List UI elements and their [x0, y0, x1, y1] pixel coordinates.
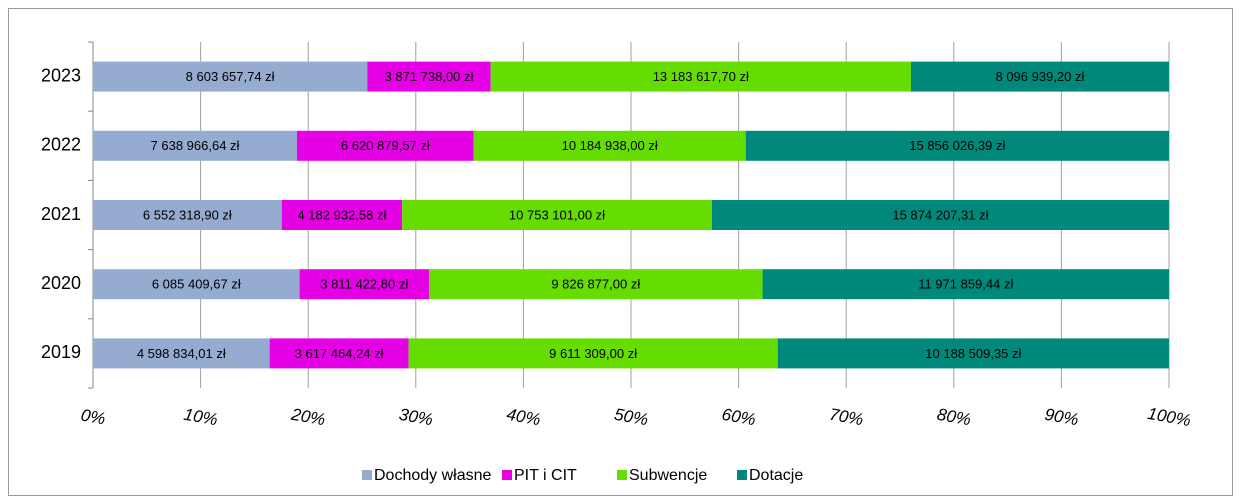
- bar-segment: [910, 61, 1169, 92]
- bar-segment: [281, 200, 403, 230]
- bar-segment: [299, 269, 429, 300]
- data-label: 10 753 101,00 zł: [509, 207, 605, 222]
- data-label: 6 085 409,67 zł: [152, 277, 241, 292]
- legend-swatch: [502, 470, 512, 480]
- bar-segment: [93, 61, 368, 92]
- bar-segment: [745, 130, 1169, 161]
- data-label: 15 874 207,31 zł: [892, 207, 988, 222]
- data-label: 13 183 617,70 zł: [653, 69, 749, 84]
- y-tick-label: 2019: [41, 342, 81, 362]
- data-label: 4 598 834,01 zł: [137, 346, 226, 361]
- x-tick-label: 0%: [79, 406, 107, 429]
- y-tick-label: 2020: [41, 273, 81, 293]
- legend-label: Subwencje: [629, 467, 707, 484]
- data-label: 10 184 938,00 zł: [562, 138, 658, 153]
- bar-segment: [296, 130, 474, 161]
- data-label: 3 871 738,00 zł: [385, 69, 474, 84]
- bar-segment: [777, 338, 1169, 369]
- bar-segment: [93, 338, 270, 369]
- bar-segment: [367, 61, 491, 92]
- data-label: 6 620 879,57 zł: [341, 138, 430, 153]
- data-label: 9 611 309,00 zł: [549, 346, 637, 361]
- data-label: 6 552 318,90 zł: [143, 207, 232, 222]
- bar-segment: [93, 200, 282, 230]
- data-label: 10 188 509,35 zł: [925, 346, 1021, 361]
- bar-segment: [93, 130, 297, 161]
- data-label: 3 811 422,80 zł: [320, 277, 408, 292]
- bar-segment: [269, 338, 409, 369]
- y-tick-label: 2022: [41, 135, 81, 155]
- bar-segment: [428, 269, 763, 300]
- bar-segment: [711, 200, 1169, 230]
- bar-segment: [762, 269, 1169, 300]
- legend-label: Dochody własne: [374, 467, 492, 484]
- data-label: 4 182 932,58 zł: [297, 207, 386, 222]
- legend-swatch: [617, 470, 627, 480]
- bar-segment: [402, 200, 712, 230]
- bar-segment: [473, 130, 746, 161]
- legend-swatch: [737, 470, 747, 480]
- legend-label: PIT i CIT: [514, 467, 577, 484]
- bar-segment: [408, 338, 778, 369]
- bar-segment: [490, 61, 911, 92]
- data-label: 7 638 966,64 zł: [151, 138, 240, 153]
- data-label: 8 603 657,74 zł: [186, 69, 275, 84]
- legend-label: Dotacje: [749, 467, 803, 484]
- legend-swatch: [362, 470, 372, 480]
- data-label: 3 617 464,24 zł: [295, 346, 384, 361]
- data-label: 15 856 026,39 zł: [909, 138, 1005, 153]
- y-tick-label: 2021: [41, 204, 81, 224]
- bar-segment: [93, 269, 300, 300]
- y-tick-label: 2023: [41, 65, 81, 85]
- data-label: 9 826 877,00 zł: [551, 277, 640, 292]
- data-label: 8 096 939,20 zł: [995, 69, 1084, 84]
- data-label: 11 971 859,44 zł: [918, 277, 1013, 292]
